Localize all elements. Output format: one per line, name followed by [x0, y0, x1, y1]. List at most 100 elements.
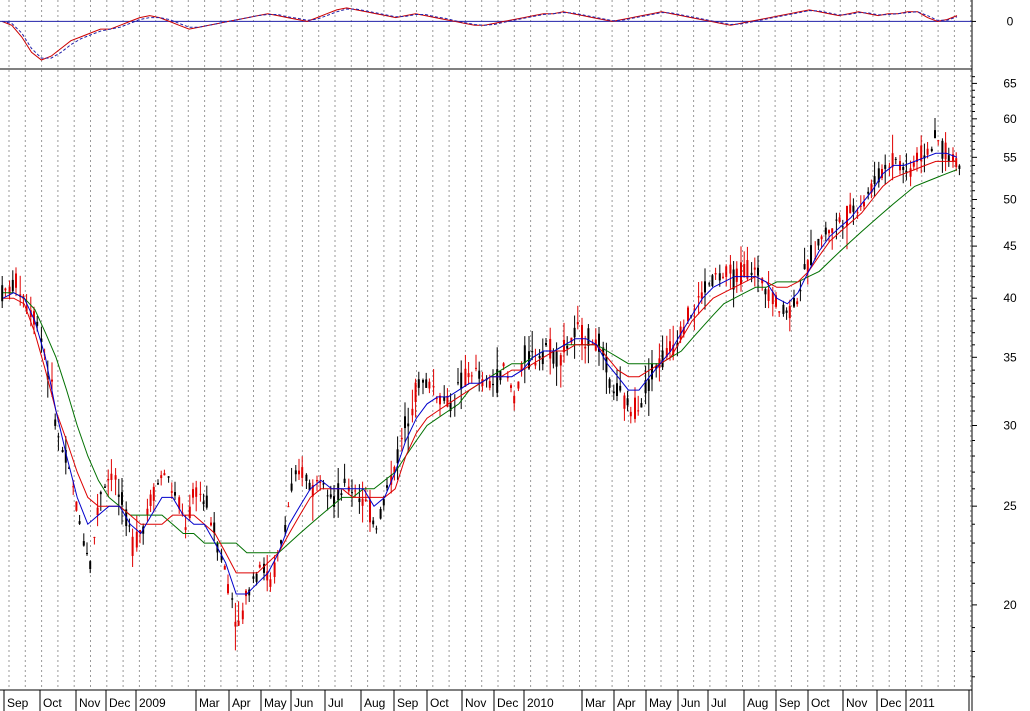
candle-body	[439, 395, 441, 405]
candle-body	[672, 344, 675, 355]
candle-body	[947, 155, 950, 162]
candle-body	[771, 292, 774, 305]
x-tick-label: Dec	[109, 696, 130, 710]
candle-body	[700, 292, 703, 299]
candle-body	[581, 324, 583, 345]
candle-body	[732, 269, 735, 290]
candle-body	[390, 474, 393, 485]
candle-body	[785, 310, 788, 313]
candle-body	[750, 272, 753, 275]
candle-body	[375, 528, 378, 530]
y-tick-label: 35	[1003, 350, 1017, 364]
candle-body	[149, 494, 152, 506]
candle-body	[131, 536, 134, 556]
candle-body	[952, 154, 954, 162]
candle-body	[619, 385, 622, 391]
candle-body	[718, 273, 721, 281]
candle-body	[623, 395, 626, 409]
candle-body	[68, 467, 70, 469]
candle-body	[634, 397, 636, 419]
vertical-gridlines	[8, 0, 972, 690]
candle-body	[354, 490, 357, 492]
candle-body	[311, 485, 314, 497]
candle-body	[160, 475, 163, 479]
candle-body	[902, 167, 905, 170]
x-tick-label: Mar	[585, 696, 606, 710]
candle-body	[523, 345, 526, 363]
candle-body	[743, 264, 746, 278]
candle-body	[682, 327, 685, 335]
candle-body	[255, 573, 258, 582]
candle-body	[502, 363, 505, 367]
candle-body	[11, 279, 14, 292]
candle-body	[687, 307, 689, 322]
candle-body	[870, 183, 873, 194]
candle-body	[284, 524, 287, 532]
candle-body	[846, 206, 848, 227]
candle-body	[757, 267, 759, 276]
candle-body	[269, 579, 272, 587]
x-tick-label: Dec	[497, 696, 518, 710]
x-tick-label: Jul	[328, 696, 343, 710]
x-tick-label: Jun	[681, 696, 700, 710]
candle-body	[570, 337, 573, 343]
candle-body	[40, 338, 43, 342]
candle-body	[205, 495, 208, 508]
candle-body	[248, 589, 251, 596]
candle-body	[905, 171, 908, 174]
candle-body	[89, 561, 92, 569]
candle-body	[75, 501, 78, 511]
candle-body	[128, 525, 131, 527]
candle-body	[559, 355, 562, 366]
x-tick-label: 2011	[909, 696, 935, 710]
candle-body	[369, 499, 371, 523]
candle-body	[386, 485, 388, 488]
candle-body	[57, 436, 60, 438]
candle-body	[894, 158, 897, 160]
x-tick-label: 2009	[139, 696, 166, 710]
candle-body	[835, 219, 838, 221]
candle-body	[227, 584, 229, 594]
candle-body	[294, 470, 297, 475]
candle-body	[761, 278, 764, 284]
candle-body	[167, 476, 170, 478]
candle-body	[820, 236, 823, 240]
candle-body	[884, 164, 887, 169]
candle-body	[223, 565, 226, 570]
candle-body	[273, 562, 276, 578]
candle-body	[382, 499, 385, 506]
candle-body	[184, 527, 187, 530]
x-tick-label: Oct	[43, 696, 62, 710]
candle-body	[210, 522, 212, 526]
candle-body	[174, 492, 176, 496]
candle-body	[301, 467, 304, 478]
candle-body	[587, 328, 590, 346]
x-tick-label: Aug	[747, 696, 768, 710]
y-tick-label: 0	[1007, 14, 1014, 28]
candle-body	[944, 142, 947, 160]
candle-body	[460, 372, 463, 389]
candle-body	[234, 621, 237, 627]
candle-body	[708, 283, 711, 285]
candle-body	[372, 520, 375, 525]
candle-body	[665, 348, 668, 358]
x-tick-label: Apr	[617, 696, 636, 710]
candle-body	[457, 382, 459, 384]
candle-body	[417, 379, 420, 388]
candle-body	[333, 496, 335, 507]
y-tick-label: 25	[1003, 499, 1017, 513]
candle-body	[849, 204, 852, 214]
candle-body	[25, 306, 28, 311]
candle-body	[926, 148, 929, 155]
candle-body	[824, 227, 827, 235]
candle-body	[930, 148, 933, 152]
candle-body	[517, 381, 520, 389]
candle-body	[605, 356, 608, 373]
candle-body	[920, 145, 923, 162]
candle-body	[464, 368, 467, 387]
candle-body	[213, 522, 216, 533]
candle-body	[478, 370, 481, 379]
candle-body	[912, 162, 915, 167]
candle-body	[552, 350, 555, 364]
